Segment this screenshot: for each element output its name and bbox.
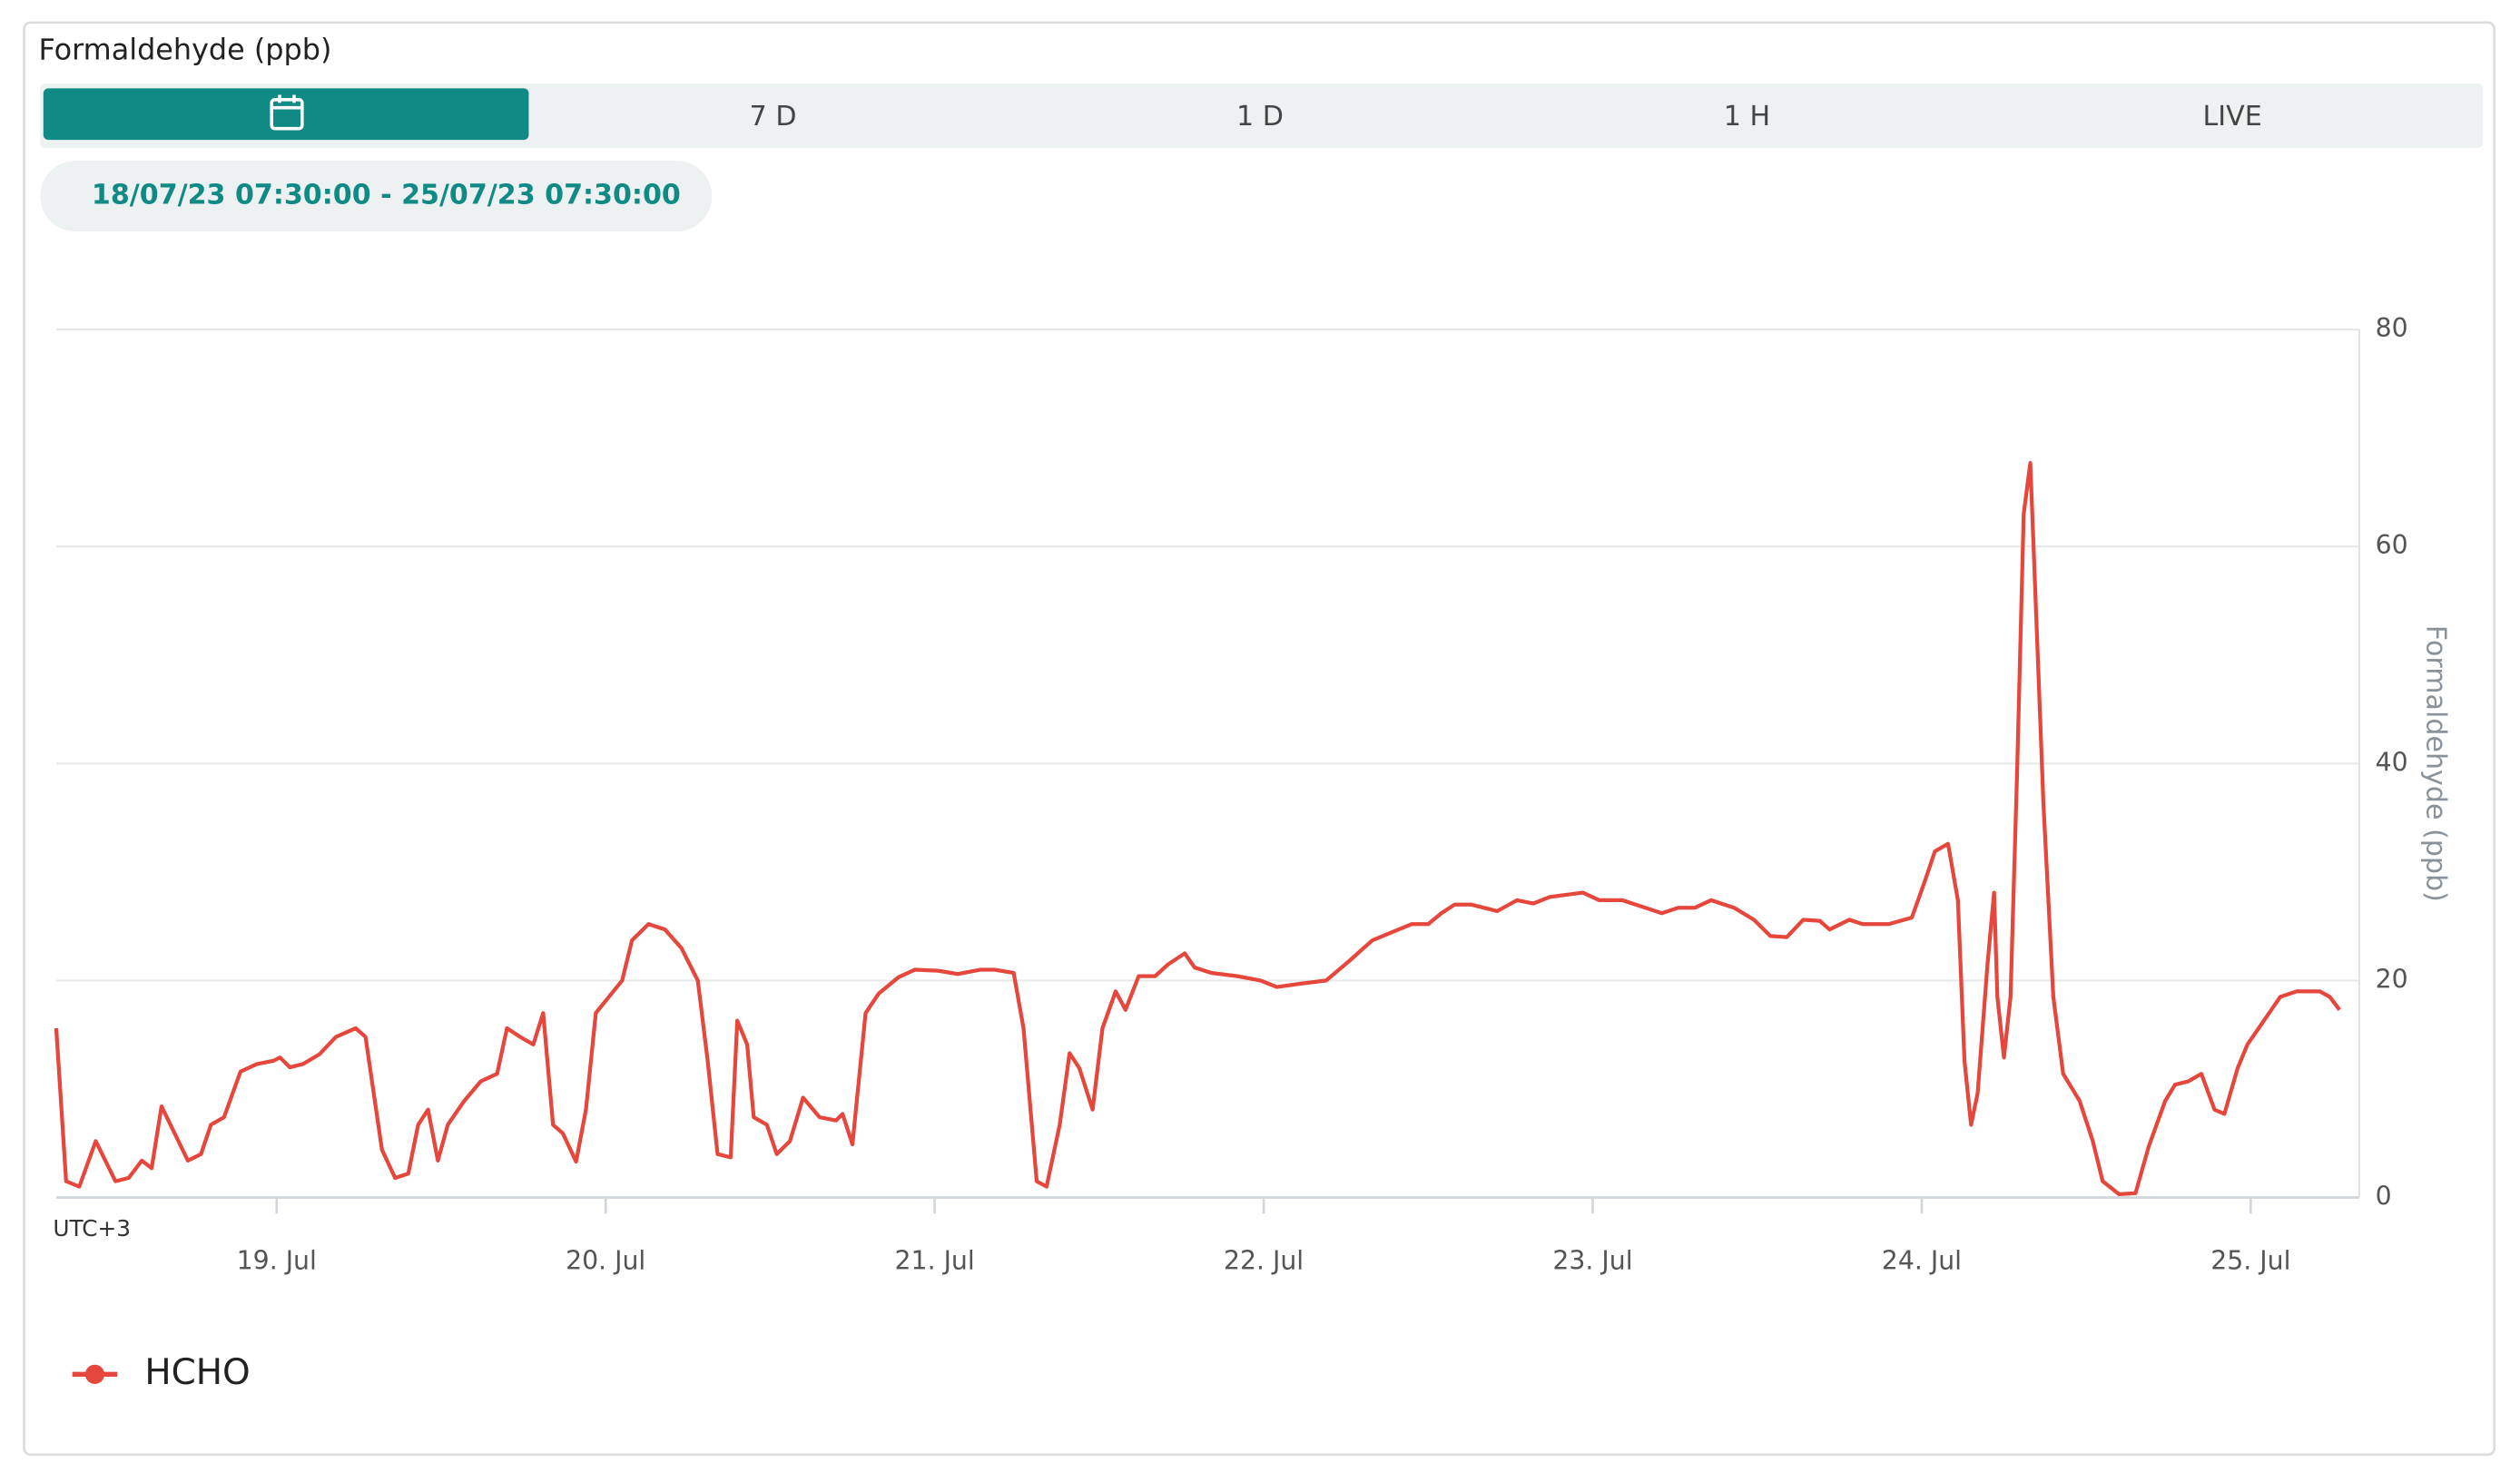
tab[interactable]: LIVE bbox=[2202, 101, 2261, 132]
y-tick-label: 80 bbox=[2376, 313, 2408, 343]
x-tick-label: 23. Jul bbox=[1552, 1245, 1632, 1275]
x-tick-label: 24. Jul bbox=[1882, 1245, 1962, 1275]
x-tick-label: 21. Jul bbox=[895, 1245, 975, 1275]
tab[interactable]: 7 D bbox=[750, 101, 797, 132]
legend-swatch-dot bbox=[84, 1364, 105, 1384]
calendar-icon[interactable] bbox=[270, 98, 304, 131]
x-tick-label: 19. Jul bbox=[237, 1245, 317, 1275]
y-axis-label: Formaldehyde (ppb) bbox=[2420, 625, 2452, 902]
y-tick-label: 20 bbox=[2376, 964, 2408, 994]
date-range[interactable]: 18/07/23 07:30:00 - 25/07/23 07:30:00 bbox=[92, 180, 681, 211]
x-tick-label: 22. Jul bbox=[1224, 1245, 1304, 1275]
x-tick-label: 25. Jul bbox=[2210, 1245, 2290, 1275]
widget-title: Formaldehyde (ppb) bbox=[38, 33, 331, 67]
timezone-label: UTC+3 bbox=[53, 1215, 131, 1242]
tab[interactable]: 1 H bbox=[1724, 101, 1770, 132]
data-line bbox=[54, 461, 2341, 1197]
card bbox=[23, 21, 2496, 1457]
y-tick-label: 40 bbox=[2376, 747, 2408, 777]
tab[interactable]: 1 D bbox=[1236, 101, 1284, 132]
calendar-tab[interactable] bbox=[43, 88, 529, 141]
x-tick-label: 20. Jul bbox=[566, 1245, 645, 1275]
legend-label[interactable]: HCHO bbox=[144, 1352, 250, 1393]
calendar-tab-bg[interactable] bbox=[43, 88, 529, 141]
plot: 0 20 40 60 80 19. Jul 20. Jul 21. Jul 22. Jul 23.… bbox=[53, 313, 2451, 1393]
tab-bar bbox=[40, 83, 2484, 148]
y-tick-label: 60 bbox=[2376, 530, 2408, 560]
y-tick-label: 0 bbox=[2376, 1182, 2392, 1212]
date-range-pill[interactable] bbox=[40, 161, 713, 232]
